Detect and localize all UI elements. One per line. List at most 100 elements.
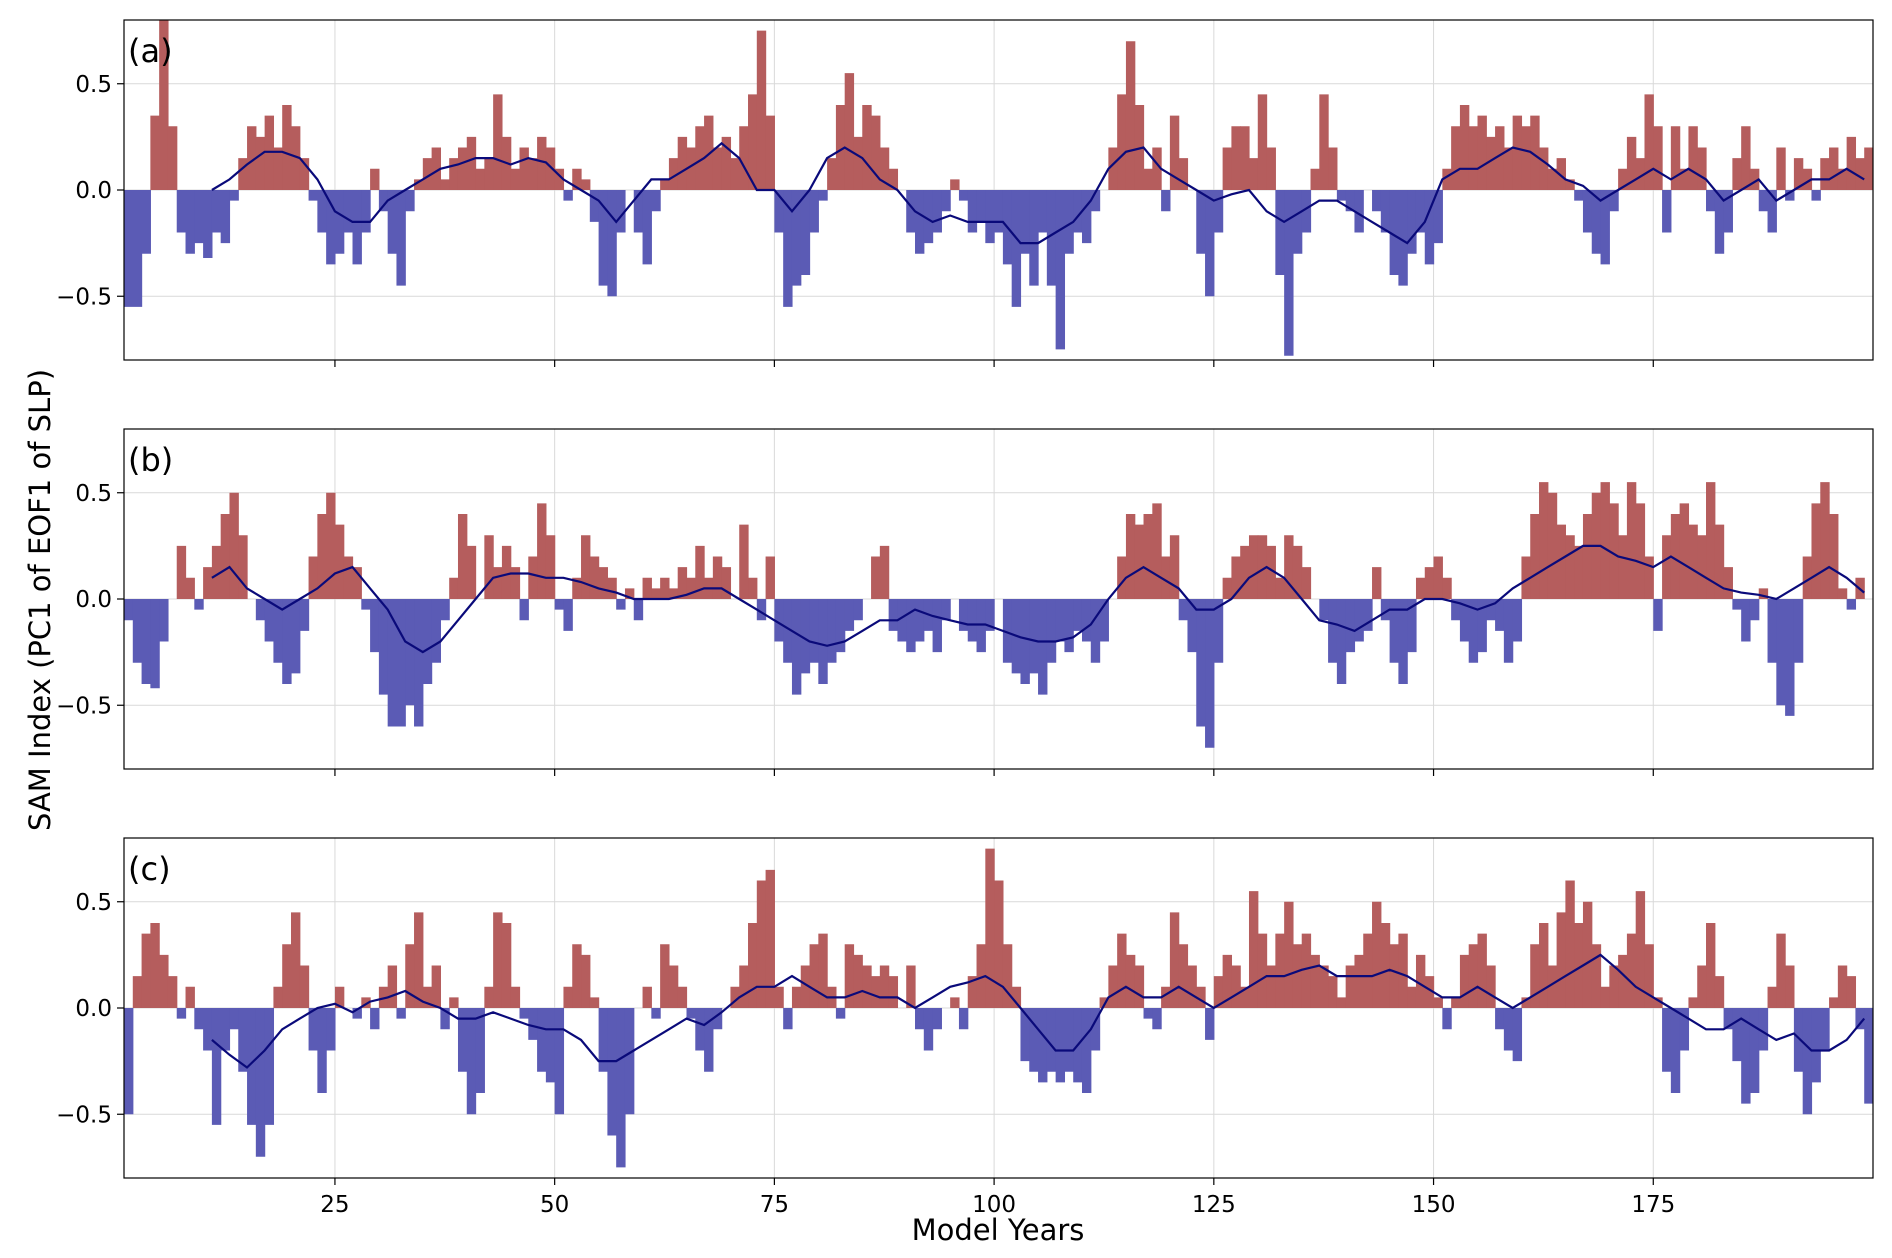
- positive-anomaly-bar: [1600, 482, 1610, 599]
- positive-anomaly-bar: [343, 556, 354, 599]
- negative-anomaly-bar: [1292, 190, 1303, 254]
- negative-anomaly-bar: [985, 190, 995, 244]
- negative-anomaly-bar: [941, 599, 951, 621]
- positive-anomaly-bar: [871, 556, 881, 599]
- positive-anomaly-bar: [290, 126, 301, 190]
- positive-anomaly-bar: [141, 933, 151, 1008]
- positive-anomaly-bar: [290, 912, 301, 1008]
- negative-anomaly-bar: [273, 599, 283, 663]
- positive-anomaly-bar: [1697, 535, 1707, 599]
- negative-anomaly-bar: [1723, 190, 1733, 233]
- negative-anomaly-bar: [317, 1008, 327, 1093]
- positive-anomaly-bar: [1802, 556, 1813, 599]
- negative-anomaly-bar: [308, 190, 318, 201]
- positive-anomaly-bar: [493, 94, 503, 190]
- negative-anomaly-bar: [774, 599, 784, 642]
- positive-anomaly-bar: [1178, 944, 1189, 1008]
- positive-anomaly-bar: [1266, 545, 1276, 599]
- negative-anomaly-bar: [1407, 599, 1417, 653]
- positive-anomaly-bar: [1152, 503, 1162, 599]
- positive-anomaly-bar: [1354, 954, 1364, 1008]
- negative-anomaly-bar: [915, 599, 925, 642]
- positive-anomaly-bar: [1512, 115, 1523, 190]
- negative-anomaly-bar: [1020, 599, 1030, 684]
- positive-anomaly-bar: [317, 514, 327, 599]
- negative-anomaly-bar: [211, 190, 222, 233]
- negative-anomaly-bar: [387, 190, 398, 254]
- running-mean-line: [211, 953, 1866, 1069]
- positive-anomaly-bar: [1407, 986, 1417, 1008]
- positive-anomaly-bar: [1169, 535, 1180, 599]
- negative-anomaly-bar: [326, 190, 336, 265]
- positive-anomaly-bar: [1248, 158, 1259, 190]
- y-tick-label: 0.5: [75, 72, 112, 98]
- negative-anomaly-bar: [1864, 1008, 1873, 1104]
- positive-anomaly-bar: [581, 535, 591, 599]
- positive-anomaly-bar: [1415, 954, 1426, 1008]
- negative-anomaly-bar: [1002, 599, 1013, 663]
- positive-anomaly-bar: [879, 545, 890, 599]
- positive-anomaly-bar: [1732, 158, 1742, 190]
- positive-anomaly-bar: [748, 94, 758, 190]
- negative-anomaly-bar: [1187, 599, 1197, 653]
- x-tick-label: 75: [760, 1192, 789, 1218]
- negative-anomaly-bar: [203, 190, 213, 258]
- negative-anomaly-bar: [1495, 1008, 1505, 1030]
- x-tick-label: 175: [1631, 1192, 1675, 1218]
- negative-anomaly-bar: [1081, 190, 1092, 244]
- positive-anomaly-bar: [1679, 503, 1690, 599]
- negative-anomaly-bar: [932, 190, 942, 233]
- positive-anomaly-bar: [1574, 923, 1584, 1008]
- positive-anomaly-bar: [1319, 965, 1329, 1008]
- panel-label: (c): [128, 850, 171, 888]
- negative-anomaly-bar: [440, 1008, 450, 1030]
- positive-anomaly-bar: [1002, 944, 1013, 1008]
- positive-anomaly-bar: [976, 944, 986, 1008]
- negative-anomaly-bar: [1776, 599, 1786, 706]
- positive-anomaly-bar: [1292, 545, 1303, 599]
- negative-anomaly-bar: [1029, 190, 1039, 286]
- positive-anomaly-bar: [642, 577, 652, 599]
- positive-anomaly-bar: [967, 976, 978, 1008]
- positive-anomaly-bar: [1626, 482, 1637, 599]
- negative-anomaly-bar: [976, 190, 986, 222]
- negative-anomaly-bar: [1081, 599, 1092, 642]
- negative-anomaly-bar: [1662, 1008, 1672, 1072]
- positive-anomaly-bar: [862, 965, 872, 1008]
- positive-anomaly-bar: [1811, 503, 1821, 599]
- positive-anomaly-bar: [273, 147, 283, 190]
- positive-anomaly-bar: [695, 545, 705, 599]
- positive-anomaly-bar: [537, 503, 547, 599]
- negative-anomaly-bar: [1372, 190, 1382, 212]
- negative-anomaly-bar: [1415, 190, 1426, 233]
- negative-anomaly-bar: [651, 190, 661, 212]
- negative-anomaly-bar: [633, 599, 644, 621]
- negative-anomaly-bar: [835, 1008, 846, 1019]
- positive-anomaly-bar: [1618, 168, 1628, 190]
- positive-anomaly-bar: [1855, 158, 1865, 190]
- positive-anomaly-bar: [1653, 997, 1663, 1008]
- negative-anomaly-bar: [1161, 190, 1171, 212]
- negative-anomaly-bar: [422, 599, 433, 684]
- negative-anomaly-bar: [396, 599, 406, 727]
- negative-anomaly-bar: [1398, 599, 1408, 684]
- positive-anomaly-bar: [510, 567, 521, 599]
- positive-anomaly-bar: [457, 514, 468, 599]
- negative-anomaly-bar: [124, 190, 143, 307]
- negative-anomaly-bar: [378, 190, 389, 212]
- negative-anomaly-bar: [537, 1008, 547, 1072]
- positive-anomaly-bar: [1802, 168, 1813, 190]
- negative-anomaly-bar: [563, 599, 573, 631]
- negative-anomaly-bar: [985, 599, 995, 631]
- negative-anomaly-bar: [132, 599, 143, 663]
- positive-anomaly-bar: [484, 158, 494, 190]
- negative-anomaly-bar: [783, 190, 793, 307]
- negative-anomaly-bar: [607, 190, 617, 297]
- positive-anomaly-bar: [1530, 115, 1540, 190]
- positive-anomaly-bar: [695, 126, 705, 190]
- positive-anomaly-bar: [1301, 567, 1312, 599]
- positive-anomaly-bar: [1582, 901, 1593, 1008]
- anomaly-fill-group: [124, 848, 1873, 1168]
- negative-anomaly-bar: [1512, 1008, 1523, 1062]
- positive-anomaly-bar: [1328, 147, 1338, 190]
